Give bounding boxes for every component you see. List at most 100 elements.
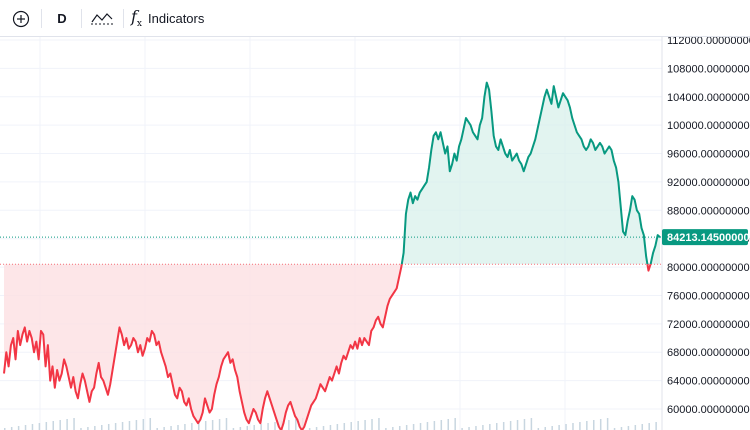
last-price-tag-background <box>662 229 748 246</box>
volume-bar <box>128 421 131 430</box>
price-chart[interactable]: 112000.00000000 108000.00000000 104000.000… <box>0 37 750 430</box>
price-axis-tick-label: 72000.00000000 <box>667 319 750 331</box>
volume-bar <box>378 418 380 430</box>
price-axis-tick-label: 96000.00000000 <box>667 149 750 161</box>
volume-bar <box>101 425 103 430</box>
toolbar-separator <box>41 9 42 28</box>
price-axis-tick-label: 112000.00000000 <box>667 37 750 47</box>
volume-bar <box>329 425 332 430</box>
volume-bar <box>114 423 117 430</box>
volume-bar <box>198 422 200 430</box>
price-axis-tick-label: 76000.00000000 <box>667 290 750 302</box>
volume-bar <box>364 420 366 430</box>
volume-bar <box>357 421 359 430</box>
volume-bar <box>509 421 512 430</box>
volume-bar <box>544 427 547 430</box>
indicators-button[interactable]: fx Indicators <box>131 0 215 37</box>
price-axis-tick-label: 104000.00000000 <box>667 92 750 104</box>
volume-bar <box>398 426 401 430</box>
volume-bar <box>87 427 89 430</box>
volume-bar <box>260 424 262 430</box>
price-axis-tick-label: 60000.00000000 <box>667 404 750 416</box>
volume-bar <box>163 427 165 430</box>
last-price-label: 84213.14500000 <box>667 232 750 244</box>
price-axis-tick-label: 64000.00000000 <box>667 376 750 388</box>
volume-bar <box>558 425 560 430</box>
volume-bar <box>599 419 602 430</box>
volume-bar <box>218 419 221 430</box>
volume-bar <box>412 424 415 430</box>
price-axis-tick-label: 68000.00000000 <box>667 347 750 359</box>
chart-style-button[interactable] <box>88 0 116 37</box>
price-axis-tick-label: 100000.00000000 <box>667 120 750 132</box>
volume-bar <box>308 428 311 430</box>
interval-button[interactable]: D <box>50 0 74 37</box>
volume-bars <box>4 418 657 430</box>
volume-bar <box>246 426 249 430</box>
volume-bar <box>433 421 436 430</box>
volume-bar <box>634 425 637 430</box>
volume-bar <box>322 426 325 430</box>
volume-bar <box>530 418 533 430</box>
volume-bar <box>648 423 650 430</box>
volume-bar <box>232 428 235 430</box>
volume-bar <box>426 422 429 430</box>
volume-bar <box>142 419 145 430</box>
price-axis[interactable]: 112000.00000000 108000.00000000 104000.000… <box>667 37 750 416</box>
volume-bar <box>482 425 484 430</box>
add-symbol-button[interactable] <box>8 0 34 37</box>
volume-bar <box>59 420 61 430</box>
volume-bar <box>121 422 124 430</box>
volume-bar <box>204 421 207 430</box>
plus-circle-icon <box>12 10 30 27</box>
price-line-below-baseline <box>3 264 652 430</box>
volume-bar <box>586 421 588 430</box>
volume-bar <box>620 427 623 430</box>
volume-bar <box>31 424 34 430</box>
volume-bar <box>447 419 449 430</box>
volume-bar <box>551 426 553 430</box>
volume-bar <box>565 424 567 430</box>
volume-bar <box>52 421 55 430</box>
volume-bar <box>191 423 193 430</box>
volume-bar <box>225 418 228 430</box>
volume-bar <box>613 428 616 430</box>
volume-bar <box>315 427 318 430</box>
volume-bar <box>461 428 463 430</box>
volume-bar <box>502 422 505 430</box>
volume-bar <box>184 424 186 430</box>
volume-bar <box>655 422 657 430</box>
volume-bar <box>572 423 574 430</box>
top-toolbar: D fx Indicators <box>0 0 750 37</box>
volume-bar <box>385 428 387 430</box>
volume-bar <box>177 425 179 430</box>
volume-bar <box>343 423 346 430</box>
price-axis-tick-label: 88000.00000000 <box>667 205 750 217</box>
fx-icon: fx <box>131 7 142 30</box>
volume-bar <box>156 428 158 430</box>
volume-bar <box>73 418 75 430</box>
volume-bar <box>336 424 339 430</box>
volume-bar <box>371 419 373 430</box>
price-axis-tick-label: 92000.00000000 <box>667 177 750 189</box>
baseline-fill-below <box>4 264 660 430</box>
indicators-label: Indicators <box>148 11 205 26</box>
volume-bar <box>454 418 456 430</box>
volume-bar <box>468 427 470 430</box>
volume-bar <box>267 423 269 430</box>
baseline-fill-above <box>401 82 660 265</box>
price-axis-tick-label: 108000.00000000 <box>667 63 750 75</box>
volume-bar <box>107 424 110 430</box>
volume-bar <box>475 426 477 430</box>
price-axis-tick-label: 80000.00000000 <box>667 262 750 274</box>
volume-bar <box>239 427 242 430</box>
volume-bar <box>606 418 609 430</box>
volume-bar <box>523 419 526 430</box>
volume-bar <box>516 420 519 430</box>
toolbar-separator <box>81 9 82 28</box>
volume-bar <box>80 428 82 430</box>
volume-bar <box>170 426 172 430</box>
volume-bar <box>4 428 6 430</box>
price-line-above-baseline <box>400 81 661 265</box>
volume-bar <box>489 424 491 430</box>
